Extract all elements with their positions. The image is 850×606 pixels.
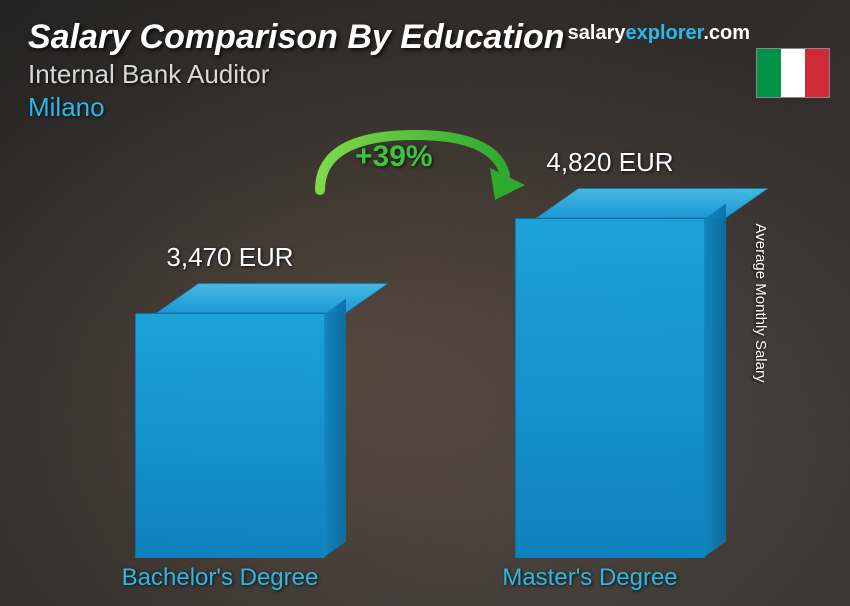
bar-front-face <box>515 218 705 558</box>
bar-side-face <box>704 204 726 557</box>
bar-top-face <box>536 188 769 218</box>
bar-label-master: Master's Degree <box>440 564 740 592</box>
bar-front-face <box>135 313 325 558</box>
bar-3d-master <box>515 188 705 558</box>
job-title: Internal Bank Auditor <box>28 59 822 90</box>
bar-value-master: 4,820 EUR <box>500 147 720 178</box>
bar-value-bachelor: 3,470 EUR <box>120 242 340 273</box>
bar-side-face <box>324 299 346 557</box>
brand-logo: salaryexplorer.com <box>568 22 750 45</box>
flag-stripe-green <box>757 49 781 97</box>
chart-area: 3,470 EUR 4,820 EUR <box>60 158 770 558</box>
brand-part2: explorer <box>625 22 703 44</box>
flag-stripe-red <box>805 49 829 97</box>
brand-part3: .com <box>703 22 750 44</box>
bar-bachelor: 3,470 EUR <box>120 242 340 558</box>
italy-flag-icon <box>756 48 830 98</box>
location: Milano <box>28 92 822 123</box>
brand-part1: salary <box>568 22 626 44</box>
bar-3d-bachelor <box>135 283 325 558</box>
bar-label-bachelor: Bachelor's Degree <box>70 564 370 592</box>
flag-stripe-white <box>781 49 805 97</box>
bar-top-face <box>156 283 389 313</box>
bar-master: 4,820 EUR <box>500 147 720 558</box>
